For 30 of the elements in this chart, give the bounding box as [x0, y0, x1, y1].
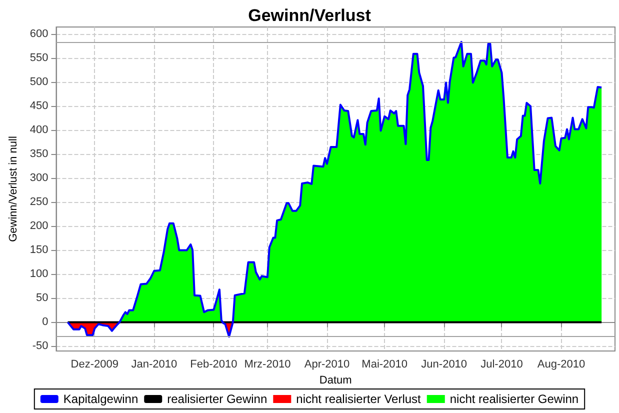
y-tick-label: 350	[30, 148, 48, 160]
legend-label: nicht realisierter Gewinn	[450, 392, 579, 406]
legend-label: Kapitalgewinn	[63, 392, 138, 406]
x-tick-label: Mai-2010	[362, 358, 408, 370]
x-tick-label: Jul-2010	[480, 358, 523, 370]
y-tick-label: -50	[32, 340, 48, 352]
legend-label: realisierter Gewinn	[167, 392, 268, 406]
y-axis-title: Gewinn/Verlust in null	[8, 136, 20, 242]
y-tick-label: 400	[30, 124, 48, 136]
y-tick-label: 150	[30, 244, 48, 256]
x-axis-title: Datum	[319, 374, 352, 386]
y-tick-label: 50	[36, 292, 48, 304]
y-tick-label: 100	[30, 268, 48, 280]
y-tick-label: 500	[30, 76, 48, 88]
y-tick-label: 600	[30, 28, 48, 40]
x-tick-label: Apr-2010	[304, 358, 350, 370]
y-tick-label: 0	[42, 316, 48, 328]
legend-label: nicht realisierter Verlust	[296, 392, 422, 406]
x-tick-label: Aug-2010	[537, 358, 586, 370]
x-tick-label: Mrz-2010	[244, 358, 291, 370]
y-tick-label: 300	[30, 172, 48, 184]
x-tick-label: Feb-2010	[190, 358, 238, 370]
y-tick-label: 450	[30, 100, 48, 112]
y-tick-label: 250	[30, 196, 48, 208]
x-tick-label: Jun-2010	[421, 358, 468, 370]
y-tick-label: 200	[30, 220, 48, 232]
chart-title: Gewinn/Verlust	[248, 6, 372, 25]
x-tick-label: Dez-2009	[70, 358, 119, 370]
x-tick-label: Jan-2010	[131, 358, 178, 370]
y-tick-label: 550	[30, 52, 48, 64]
